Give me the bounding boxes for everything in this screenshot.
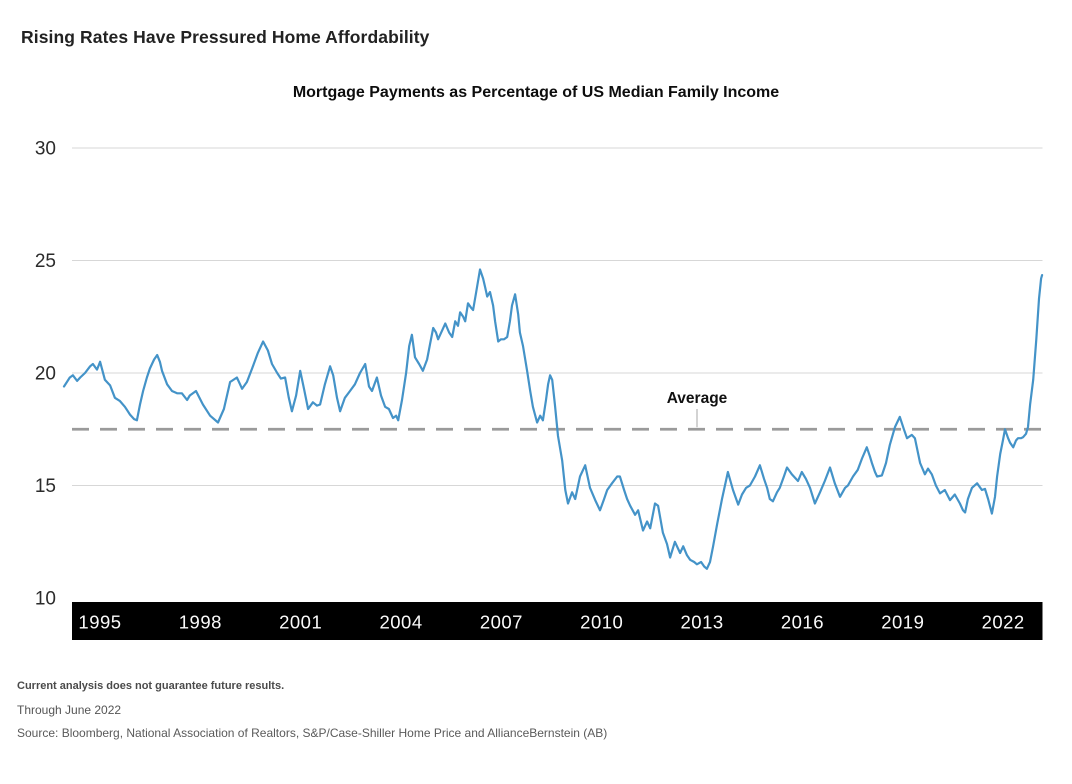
footnote-source: Source: Bloomberg, National Association … — [17, 726, 608, 740]
x-tick-label: 2007 — [480, 612, 523, 633]
x-tick-label: 2019 — [881, 612, 924, 633]
y-tick-label: 15 — [35, 476, 56, 497]
average-label: Average — [667, 390, 728, 407]
line-chart: 30 25 20 15 10 1995 1998 2001 2004 2007 2010 2013 20… — [35, 139, 1044, 640]
y-tick-label: 20 — [35, 364, 56, 385]
y-tick-label: 25 — [35, 251, 56, 272]
y-tick-label: 10 — [35, 589, 56, 610]
y-tick-label: 30 — [35, 139, 56, 160]
footnote-period: Through June 2022 — [17, 703, 122, 717]
chart-title: Mortgage Payments as Percentage of US Me… — [292, 84, 780, 101]
x-tick-label: 1998 — [179, 612, 222, 633]
x-tick-label: 2016 — [781, 612, 824, 633]
mortgage-payment-line — [62, 268, 1044, 570]
footnote-disclaimer: Current analysis does not guarantee futu… — [17, 680, 285, 692]
x-tick-label: 2013 — [681, 612, 724, 633]
x-tick-label: 2004 — [379, 612, 422, 633]
x-axis-band — [72, 602, 1043, 640]
x-tick-label: 2001 — [279, 612, 322, 633]
x-tick-label: 2010 — [580, 612, 623, 633]
page-title: Rising Rates Have Pressured Home Afforda… — [21, 27, 430, 47]
x-tick-label: 2022 — [982, 612, 1025, 633]
x-tick-label: 1995 — [78, 612, 121, 633]
